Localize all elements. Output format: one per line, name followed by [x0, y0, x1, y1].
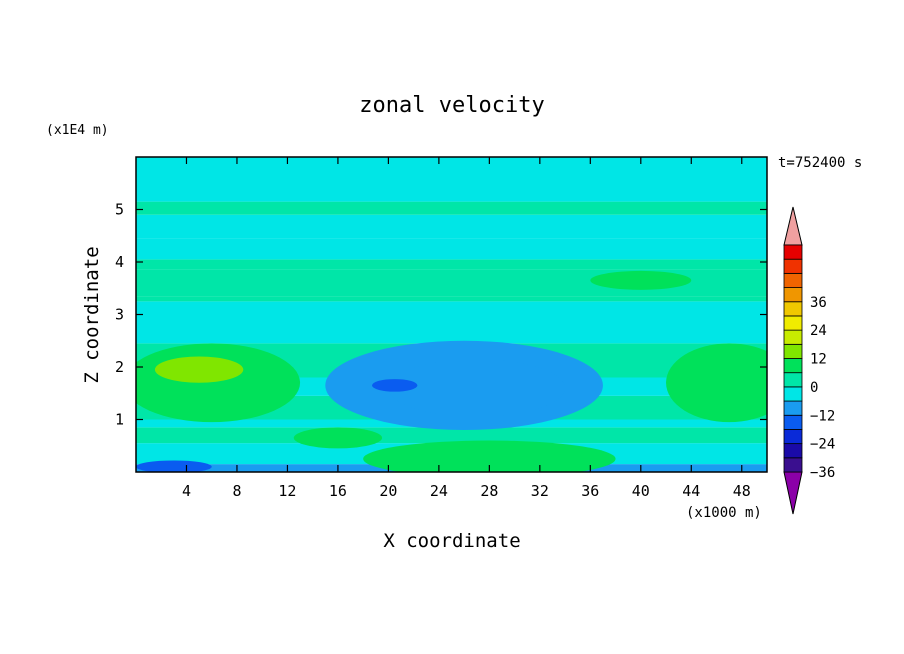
contour-band [136, 325, 767, 344]
colorbar-swatch [783, 429, 803, 445]
x-tick-label: 24 [430, 482, 448, 500]
contour-band [136, 214, 767, 239]
y-unit-label: (x1E4 m) [46, 123, 109, 138]
colorbar-tick-label: −12 [810, 408, 835, 424]
contour-region [136, 460, 212, 472]
contour-band [136, 301, 767, 325]
colorbar-swatch [783, 386, 803, 402]
colorbar-swatch [783, 443, 803, 459]
y-tick-label: 5 [115, 201, 124, 219]
colorbar-swatch [783, 315, 803, 331]
contour-field [136, 157, 767, 472]
colorbar-swatch [783, 258, 803, 274]
colorbar-swatch [783, 287, 803, 303]
contour-band [136, 427, 767, 444]
x-tick-label: 4 [182, 482, 191, 500]
x-tick-label: 16 [329, 482, 347, 500]
y-axis-label: Z coordinate [81, 246, 103, 383]
colorbar-swatch [783, 358, 803, 374]
colorbar-swatch [783, 272, 803, 288]
contour-region [388, 359, 566, 417]
y-tick-label: 4 [115, 253, 124, 271]
colorbar-tick-label: −36 [810, 465, 835, 481]
contour-region [136, 343, 301, 423]
contour-region [363, 440, 616, 472]
contour-region [154, 356, 244, 383]
colorbar-tick-label: 12 [810, 352, 827, 368]
x-unit-label: (x1000 m) [686, 505, 762, 521]
colorbar-swatch [783, 400, 803, 416]
colorbar-swatch [783, 329, 803, 345]
contour-band [136, 201, 767, 215]
colorbar-max-arrow [783, 206, 803, 246]
x-tick-label: 28 [480, 482, 498, 500]
colorbar-swatch [783, 301, 803, 317]
x-tick-label: 32 [531, 482, 549, 500]
x-tick-label: 20 [379, 482, 397, 500]
x-tick-label: 48 [733, 482, 751, 500]
contour-region [293, 427, 383, 449]
colorbar-swatch [783, 414, 803, 430]
y-tick-label: 1 [115, 411, 124, 429]
colorbar-swatch [783, 244, 803, 260]
x-tick-label: 12 [278, 482, 296, 500]
colorbar-tick-label: 24 [810, 323, 827, 339]
colorbar-tick-label: 36 [810, 295, 827, 311]
colorbar-min-arrow [783, 471, 803, 515]
contour-band [136, 296, 767, 302]
colorbar-tick-label: −24 [810, 437, 835, 453]
chart-title: zonal velocity [359, 93, 544, 118]
x-tick-label: 36 [581, 482, 599, 500]
x-tick-label: 40 [632, 482, 650, 500]
contour-band [136, 259, 767, 270]
colorbar-swatch [783, 343, 803, 359]
x-axis-label: X coordinate [383, 530, 520, 552]
x-tick-label: 8 [232, 482, 241, 500]
contour-band [136, 238, 767, 260]
colorbar-tick-label: 0 [810, 380, 818, 396]
contour-band [136, 157, 767, 202]
colorbar-swatch [783, 457, 803, 473]
contour-region [666, 343, 767, 423]
y-tick-label: 3 [115, 306, 124, 324]
colorbar-swatch [783, 372, 803, 388]
x-tick-label: 44 [682, 482, 700, 500]
y-tick-label: 2 [115, 358, 124, 376]
contour-region [590, 270, 692, 290]
time-label: t=752400 s [778, 155, 862, 171]
contour-region [371, 379, 418, 392]
